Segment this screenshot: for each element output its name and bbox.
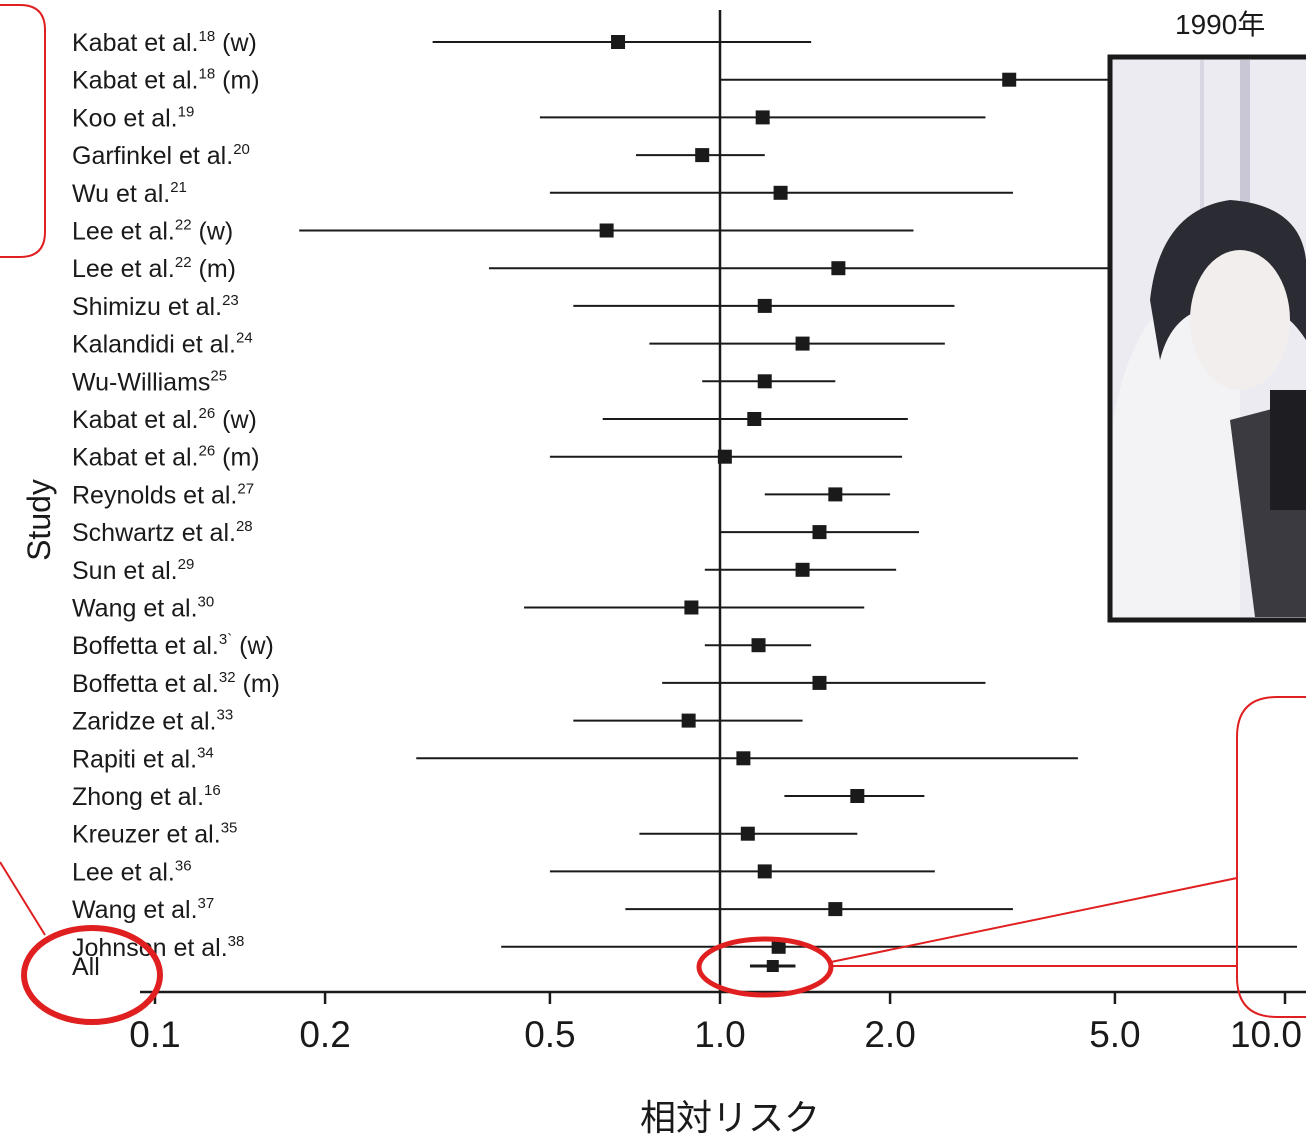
study-label: Wu et al.21 xyxy=(72,179,187,208)
point-estimate xyxy=(747,412,762,426)
point-estimate xyxy=(771,939,786,954)
study-label: Garfinkel et al.20 xyxy=(72,141,250,170)
study-label: Zhong et al.16 xyxy=(72,782,221,811)
point-estimate xyxy=(695,148,710,163)
study-label: Wu-Williams25 xyxy=(72,367,227,396)
point-estimate xyxy=(828,902,843,917)
point-estimate xyxy=(828,487,843,502)
point-estimate xyxy=(795,562,810,577)
point-estimate xyxy=(795,336,810,351)
point-estimate xyxy=(757,374,772,389)
x-axis-title: 相対リスク xyxy=(640,1098,820,1139)
x-tick-label: 1.0 xyxy=(694,1014,745,1055)
study-label: Kabat et al.26 (m) xyxy=(72,443,260,472)
study-label: Kreuzer et al.35 xyxy=(72,820,237,849)
point-estimate xyxy=(684,600,699,615)
point-estimate xyxy=(717,449,732,464)
point-estimate xyxy=(850,789,865,803)
study-label: Shimizu et al.23 xyxy=(72,292,239,321)
point-estimate xyxy=(611,35,626,49)
study-label: Koo et al.19 xyxy=(72,103,194,132)
point-estimate xyxy=(831,261,846,276)
study-label: Schwartz et al.28 xyxy=(72,518,253,547)
point-estimate xyxy=(681,713,696,728)
study-label: All xyxy=(72,953,100,981)
point-estimate xyxy=(812,525,827,540)
study-label: Lee et al.22 (m) xyxy=(72,254,236,283)
plot-axes: 0.1 0.2 0.5 1.0 2.0 5.0 10.0 xyxy=(129,10,1306,1055)
x-tick-label: 0.5 xyxy=(524,1014,575,1055)
point-estimate xyxy=(766,960,779,972)
x-tick-label: 5.0 xyxy=(1089,1014,1140,1055)
study-label: Kabat et al.26 (w) xyxy=(72,405,257,434)
x-tick-label: 2.0 xyxy=(864,1014,915,1055)
x-axis-ticks: 0.1 0.2 0.5 1.0 2.0 5.0 10.0 xyxy=(129,992,1302,1055)
study-label: Rapiti et al.34 xyxy=(72,744,214,773)
point-estimate xyxy=(599,223,614,238)
point-estimate xyxy=(773,185,788,200)
photo-image xyxy=(1113,60,1306,617)
annotation-box-right xyxy=(1236,696,1306,1018)
study-label: Kalandidi et al.24 xyxy=(72,330,253,359)
photo-panel: 1990年 xyxy=(1107,9,1306,623)
study-label: Kabat et al.18 (w) xyxy=(72,28,257,57)
highlight-circle-all-label xyxy=(21,925,163,1025)
annotation-pointer-upper xyxy=(830,877,1238,963)
point-estimate xyxy=(751,638,766,653)
study-label: Wang et al.30 xyxy=(72,594,214,623)
study-label: Sun et al.29 xyxy=(72,556,194,585)
study-label: Lee et al.22 (w) xyxy=(72,217,233,246)
y-axis-label: Study xyxy=(21,479,57,561)
point-estimate xyxy=(1002,72,1017,87)
photo-caption: 1990年 xyxy=(1175,9,1265,40)
study-label: Boffetta et al.3` (w) xyxy=(72,631,274,660)
annotation-box-top-left xyxy=(0,4,46,258)
study-label: Lee et al.36 xyxy=(72,857,192,886)
x-tick-label: 0.2 xyxy=(299,1014,350,1055)
annotations xyxy=(0,4,1306,1025)
annotation-pointer-left xyxy=(0,861,46,936)
study-label: Wang et al.37 xyxy=(72,895,214,924)
point-estimate xyxy=(736,751,751,766)
highlight-circle-pooled-estimate xyxy=(696,936,834,998)
point-estimate xyxy=(757,298,772,313)
x-tick-label: 0.1 xyxy=(129,1014,180,1055)
study-labels: Kabat et al.18 (w) Kabat et al.18 (m) Koo … xyxy=(72,28,280,981)
point-estimate xyxy=(740,826,755,841)
x-tick-label: 10.0 xyxy=(1230,1014,1302,1055)
study-label: Kabat et al.18 (m) xyxy=(72,66,260,95)
point-estimate xyxy=(812,675,827,690)
point-estimate xyxy=(755,110,770,125)
point-estimate xyxy=(757,864,772,879)
study-label: Zaridze et al.33 xyxy=(72,707,233,736)
study-label: Boffetta et al.32 (m) xyxy=(72,669,280,698)
study-label: Reynolds et al.27 xyxy=(72,480,254,509)
